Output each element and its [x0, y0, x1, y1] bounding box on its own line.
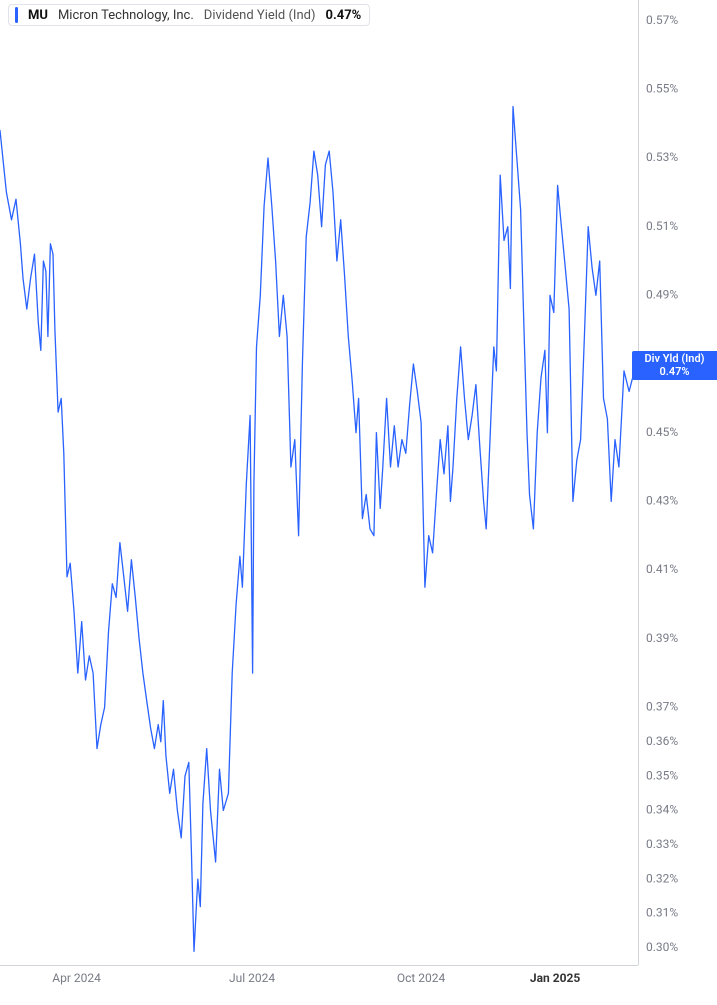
svg-text:Oct 2024: Oct 2024 — [397, 971, 446, 985]
svg-text:0.36%: 0.36% — [646, 734, 678, 748]
svg-text:0.37%: 0.37% — [646, 700, 678, 714]
price-overlay-tag: Div Yld (Ind) 0.47% — [632, 351, 717, 380]
svg-text:0.32%: 0.32% — [646, 871, 678, 885]
overlay-metric: Div Yld (Ind) — [636, 353, 713, 366]
line-chart-svg: 0.57% 0.55% 0.53% 0.51% 0.49% 0.45% 0.43% 0.41%… — [0, 0, 717, 1005]
legend-value: 0.47% — [326, 8, 362, 23]
svg-text:0.34%: 0.34% — [646, 803, 678, 817]
svg-text:0.35%: 0.35% — [646, 768, 678, 782]
legend-accent-bar — [15, 7, 18, 23]
svg-text:0.51%: 0.51% — [646, 219, 678, 233]
legend-company-name: Micron Technology, Inc. — [58, 8, 194, 23]
svg-text:0.31%: 0.31% — [646, 906, 678, 920]
svg-text:0.43%: 0.43% — [646, 494, 678, 508]
legend-metric: Dividend Yield (Ind) — [204, 8, 316, 23]
svg-text:0.55%: 0.55% — [646, 81, 678, 95]
svg-text:0.57%: 0.57% — [646, 13, 678, 27]
svg-text:Apr 2024: Apr 2024 — [52, 971, 101, 985]
svg-text:0.33%: 0.33% — [646, 837, 678, 851]
chart-area[interactable]: 0.57% 0.55% 0.53% 0.51% 0.49% 0.45% 0.43% 0.41%… — [0, 0, 717, 1005]
svg-text:0.49%: 0.49% — [646, 288, 678, 302]
svg-text:0.45%: 0.45% — [646, 425, 678, 439]
overlay-value: 0.47% — [636, 366, 713, 379]
svg-text:Jul 2024: Jul 2024 — [229, 971, 275, 985]
chart-legend[interactable]: MU Micron Technology, Inc. Dividend Yiel… — [8, 4, 370, 26]
svg-text:0.39%: 0.39% — [646, 631, 678, 645]
svg-text:0.53%: 0.53% — [646, 150, 678, 164]
svg-text:0.41%: 0.41% — [646, 562, 678, 576]
svg-text:0.30%: 0.30% — [646, 940, 678, 954]
svg-text:Jan 2025: Jan 2025 — [530, 971, 580, 985]
legend-ticker: MU — [28, 8, 48, 23]
